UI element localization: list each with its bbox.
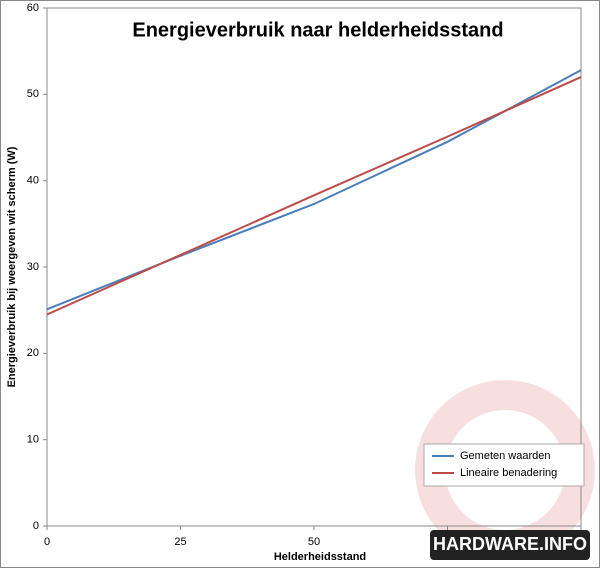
- legend-box: [423, 443, 585, 487]
- x-tick-label: 0: [44, 536, 50, 548]
- y-tick-label: 60: [27, 2, 39, 14]
- y-tick-label: 40: [27, 175, 39, 187]
- y-tick-label: 0: [33, 520, 39, 532]
- legend-label: Lineaire benadering: [460, 467, 557, 479]
- series-line: [46, 69, 582, 311]
- watermark: HARDWARE.INFO: [433, 534, 587, 554]
- y-tick-label: 20: [27, 347, 39, 359]
- legend-label: Gemeten waarden: [460, 450, 551, 462]
- series-line: [46, 76, 582, 316]
- chart-title: Energieverbruik naar helderheidsstand: [132, 19, 503, 41]
- y-tick-label: 50: [27, 88, 39, 100]
- y-tick-label: 10: [27, 434, 39, 446]
- y-axis-label: Energieverbruik bij weergeven wit scherm…: [6, 146, 18, 387]
- x-tick-label: 50: [308, 536, 320, 548]
- x-axis-label: Helderheidsstand: [274, 551, 366, 563]
- y-tick-label: 30: [27, 261, 39, 273]
- x-tick-label: 25: [174, 536, 186, 548]
- watermark-box: [430, 530, 590, 560]
